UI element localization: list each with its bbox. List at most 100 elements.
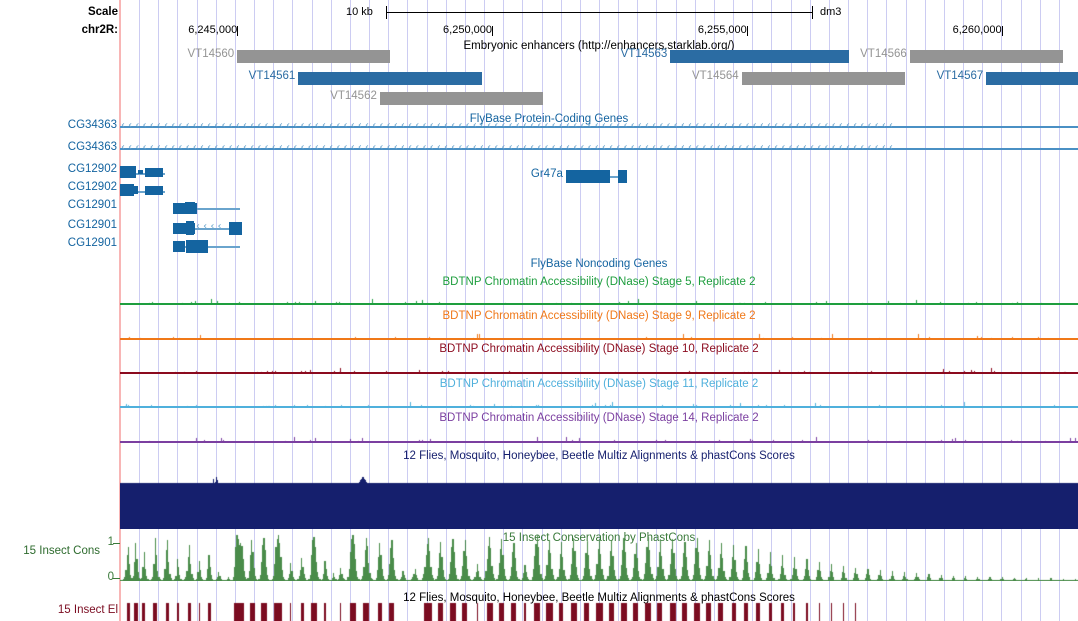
coord-tick-label: 6,255,000 (697, 24, 747, 36)
grid-line (1059, 0, 1060, 621)
enhancer-feature[interactable] (298, 72, 482, 85)
insect-elements-left-label: 15 Insect El (57, 604, 118, 616)
gene-intron-line (121, 191, 165, 193)
grid-line (350, 0, 351, 621)
gene-label[interactable]: CG12901 (67, 199, 117, 211)
grid-line (503, 0, 504, 621)
grid-lines (120, 0, 1078, 621)
enhancer-feature-label[interactable]: VT14563 (620, 48, 668, 60)
gene-intron-line (175, 208, 240, 210)
dnase-track-title: BDTNP Chromatin Accessibility (DNase) St… (442, 310, 756, 322)
enhancer-feature[interactable] (741, 72, 905, 85)
grid-line (848, 0, 849, 621)
grid-line (714, 0, 715, 621)
gene-exon[interactable] (138, 170, 143, 174)
dnase-track-baseline (120, 372, 1078, 374)
grid-line (1040, 0, 1041, 621)
grid-line (158, 0, 159, 621)
dnase-track-title: BDTNP Chromatin Accessibility (DNase) St… (439, 343, 759, 355)
grid-line (369, 0, 370, 621)
coord-tick-label: 6,250,000 (443, 24, 492, 36)
grid-line (273, 0, 274, 621)
grid-line (637, 0, 638, 621)
gene-label[interactable]: CG12902 (67, 163, 117, 175)
insect-conservation-wiggle (120, 533, 1078, 581)
gene-label[interactable]: CG12902 (67, 181, 117, 193)
gene-exon[interactable] (186, 221, 194, 235)
enhancer-feature[interactable] (986, 72, 1078, 85)
enhancer-feature[interactable] (670, 50, 849, 63)
enhancer-feature-label[interactable]: VT14564 (691, 70, 739, 82)
scale-bar-text: 10 kb (346, 6, 373, 18)
gene-exon[interactable] (186, 239, 208, 253)
gene-exon[interactable] (229, 221, 242, 235)
gene-label[interactable]: CG34363 (67, 119, 117, 131)
enhancer-feature[interactable] (909, 50, 1063, 63)
axis-min-label: 0 (107, 571, 114, 583)
grid-line (465, 0, 466, 621)
coord-tick (491, 26, 493, 36)
enhancer-feature-label[interactable]: VT14566 (860, 48, 907, 60)
dnase-signal-wiggle (120, 397, 1078, 407)
gene-label[interactable]: CG34363 (67, 141, 117, 153)
grid-line (791, 0, 792, 621)
grid-line (235, 0, 236, 621)
gene-intron-line (175, 228, 240, 230)
grid-line (388, 0, 389, 621)
grid-line (542, 0, 543, 621)
dnase-track-baseline (120, 338, 1078, 340)
axis-tick-min (113, 578, 120, 579)
dnase-track-title: BDTNP Chromatin Accessibility (DNase) St… (442, 276, 756, 288)
gene-strand-arrows: ‹ ‹ ‹ ‹ (196, 221, 222, 232)
gene-exon[interactable] (145, 167, 163, 177)
scale-bar-end-left (386, 6, 387, 19)
gene-label[interactable]: CG12901 (67, 237, 117, 249)
protein-coding-track-title: FlyBase Protein-Coding Genes (469, 113, 629, 125)
enhancer-feature-label[interactable]: VT14560 (187, 48, 235, 60)
enhancer-feature-label[interactable]: VT14567 (936, 70, 984, 82)
dnase-signal-wiggle (120, 363, 1078, 373)
coord-tick-label: 6,245,000 (188, 24, 238, 36)
enhancer-feature[interactable] (379, 92, 543, 105)
coord-tick (237, 26, 239, 36)
enhancer-feature[interactable] (237, 50, 391, 63)
grid-line (656, 0, 657, 621)
scale-bar (386, 12, 812, 13)
grid-line (982, 0, 983, 621)
grid-line (177, 0, 178, 621)
coord-tick (1001, 26, 1003, 36)
grid-line (331, 0, 332, 621)
grid-line (427, 0, 428, 621)
coord-tick-label: 6,260,000 (952, 24, 1002, 36)
insect-cons-left-label: 15 Insect Cons (23, 545, 100, 557)
gene-strand-arrows: ‹ ‹ ‹ ‹ ‹ ‹ ‹ ‹ ‹ ‹ ‹ ‹ ‹ ‹ ‹ ‹ ‹ ‹ ‹ ‹ … (121, 121, 894, 130)
assembly-label: dm3 (820, 6, 842, 18)
gene-exon[interactable] (618, 169, 627, 183)
noncoding-track-title: FlyBase Noncoding Genes (530, 258, 668, 270)
grid-line (446, 0, 447, 621)
grid-line (407, 0, 408, 621)
gene-exon[interactable] (145, 185, 163, 195)
chrom-label: chr2R: (81, 24, 118, 36)
grid-line (561, 0, 562, 621)
enhancer-feature-label[interactable]: VT14561 (248, 70, 296, 82)
enhancer-track-title: Embryonic enhancers (http://enhancers.st… (463, 40, 735, 52)
grid-line (599, 0, 600, 621)
dnase-signal-wiggle (120, 432, 1078, 442)
grid-line (312, 0, 313, 621)
gene-exon[interactable] (173, 240, 185, 252)
grid-line (580, 0, 581, 621)
enhancer-feature-label[interactable]: VT14562 (330, 90, 377, 102)
gene-exon[interactable] (173, 222, 195, 234)
grid-line (484, 0, 485, 621)
gene-exon[interactable] (122, 186, 138, 194)
gene-exon[interactable] (565, 169, 610, 183)
gene-label[interactable]: CG12901 (67, 219, 117, 231)
coord-tick (746, 26, 748, 36)
gene-label-gr47a[interactable]: Gr47a (530, 168, 563, 180)
dnase-track-baseline (120, 406, 1078, 408)
gene-exon[interactable] (185, 202, 195, 214)
gene-exon[interactable] (120, 166, 136, 178)
grid-line (752, 0, 753, 621)
